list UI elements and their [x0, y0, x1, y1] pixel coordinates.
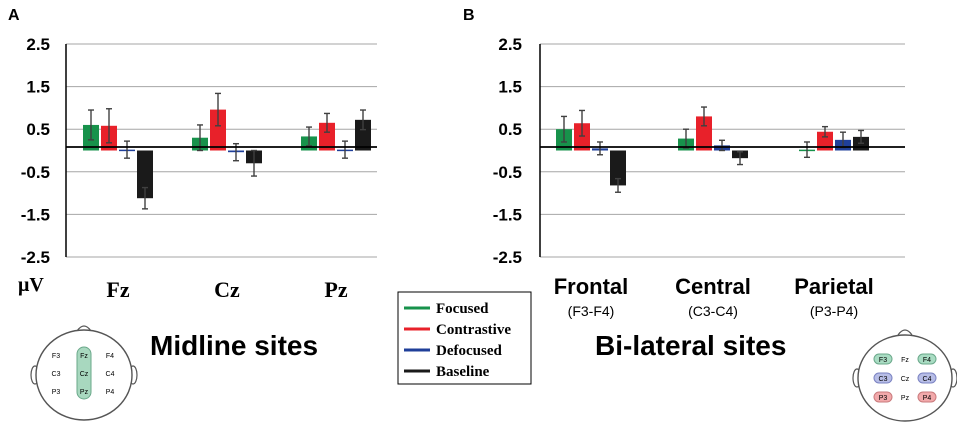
error-bar	[683, 128, 689, 149]
y-tick-label: 0.5	[498, 120, 522, 139]
error-bar	[324, 112, 330, 133]
error-bar	[88, 109, 94, 141]
x-category-label: Frontal	[554, 274, 629, 299]
head-map-midline: F3 C3 P3 Fz Cz Pz F4 C4 P4	[30, 325, 138, 421]
error-bar	[737, 151, 743, 166]
frontal-pill-right	[917, 353, 937, 365]
error-bar	[615, 177, 621, 193]
error-bar	[858, 129, 864, 144]
head-map-bilateral: F3 C3 P3 Fz Cz Pz F4 C4 P4	[852, 329, 957, 422]
electrode-label: Pz	[901, 395, 910, 402]
legend-label-defocused: Defocused	[436, 343, 502, 359]
electrode-label: Fz	[901, 357, 909, 364]
legend-label-baseline: Baseline	[436, 364, 490, 380]
x-category-label: Central	[675, 274, 751, 299]
error-bar	[561, 115, 567, 143]
bar-contrastive	[319, 122, 335, 151]
bar-contrastive	[817, 131, 833, 151]
electrode-label: F4	[923, 357, 931, 364]
electrode-label: Cz	[901, 376, 910, 383]
y-tick-label: -2.5	[21, 248, 50, 267]
y-tick-label: -1.5	[493, 205, 522, 224]
electrode-label: Cz	[80, 371, 89, 378]
panel-b-section-title: Bi-lateral sites	[595, 330, 786, 361]
bar-contrastive	[574, 123, 590, 151]
frontal-pill-left	[873, 353, 893, 365]
electrode-label: Fz	[80, 353, 88, 360]
midline-band-shape	[76, 346, 92, 400]
error-bar	[822, 125, 828, 138]
panel-a: A 2.5 1.5 0.5 -0.5 -1.5 -2.5 μV Fz Cz Pz Midlin…	[8, 7, 377, 421]
head-nose-shape	[897, 329, 913, 336]
electrode-label: P3	[879, 395, 888, 402]
electrode-label: C3	[879, 376, 888, 383]
bar-contrastive	[696, 116, 712, 151]
error-bar	[597, 141, 603, 156]
y-tick-label: -0.5	[493, 163, 522, 182]
bar-contrastive	[210, 109, 226, 151]
y-tick-label: -2.5	[493, 248, 522, 267]
bar-baseline	[355, 119, 371, 151]
electrode-label: P3	[52, 389, 61, 396]
x-category-label: Parietal	[794, 274, 874, 299]
central-pill-right	[917, 372, 937, 384]
panel-a-unit-label: μV	[18, 274, 44, 296]
y-tick-label: 1.5	[498, 78, 522, 97]
legend: Focused Contrastive Defocused Baseline	[397, 291, 532, 385]
electrode-label: P4	[923, 395, 932, 402]
error-bar	[106, 108, 112, 144]
electrode-label: C4	[106, 371, 115, 378]
error-bar	[251, 149, 257, 177]
electrode-label: C3	[52, 371, 61, 378]
electrode-label: C4	[923, 376, 932, 383]
electrode-label: F4	[106, 353, 114, 360]
y-tick-label: -1.5	[21, 205, 50, 224]
error-bar	[579, 109, 585, 137]
error-bar	[360, 109, 366, 131]
x-category-label: Pz	[324, 277, 347, 302]
bar-baseline	[610, 150, 626, 186]
y-tick-label: 0.5	[26, 120, 50, 139]
panel-a-letter: A	[8, 7, 20, 24]
x-category-sublabel: (F3-F4)	[568, 303, 615, 319]
panel-a-section-title: Midline sites	[150, 330, 318, 361]
error-bar	[701, 106, 707, 127]
error-bar	[804, 141, 810, 159]
error-bar	[719, 139, 725, 152]
x-category-sublabel: (P3-P4)	[810, 303, 858, 319]
legend-label-contrastive: Contrastive	[436, 322, 511, 338]
y-tick-label: -0.5	[21, 163, 50, 182]
x-category-label: Cz	[214, 277, 240, 302]
bar-baseline	[137, 150, 153, 199]
electrode-label: F3	[52, 353, 60, 360]
legend-label-focused: Focused	[436, 301, 489, 317]
x-category-sublabel: (C3-C4)	[688, 303, 738, 319]
y-tick-label: 2.5	[498, 35, 522, 54]
y-tick-label: 2.5	[26, 35, 50, 54]
error-bar	[342, 140, 348, 159]
central-pill-left	[873, 372, 893, 384]
electrode-label: P4	[106, 389, 115, 396]
error-bar	[142, 186, 148, 210]
electrode-label: F3	[879, 357, 887, 364]
y-tick-label: 1.5	[26, 78, 50, 97]
panel-b: B 2.5 1.5 0.5 -0.5 -1.5 -2.5 Frontal (F3-F4) Ce…	[463, 7, 957, 422]
error-bar	[215, 92, 221, 127]
parietal-pill-left	[873, 391, 893, 403]
error-bar	[306, 126, 312, 147]
parietal-pill-right	[917, 391, 937, 403]
error-bar	[124, 140, 130, 159]
electrode-label: Pz	[80, 389, 89, 396]
panel-b-letter: B	[463, 7, 475, 24]
x-category-label: Fz	[106, 277, 129, 302]
